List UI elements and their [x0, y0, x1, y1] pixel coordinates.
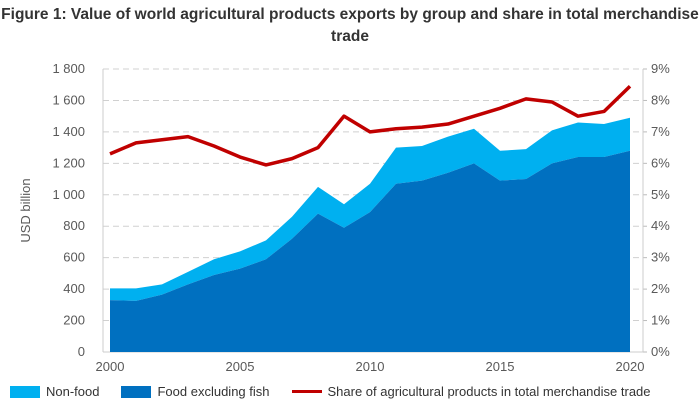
y-tick-label: 1 200: [52, 155, 85, 170]
y2-tick-label: 1%: [651, 313, 670, 328]
y-tick-label: 1 800: [52, 61, 85, 76]
y-tick-label: 1 600: [52, 92, 85, 107]
y2-tick-label: 6%: [651, 155, 670, 170]
legend-label: Share of agricultural products in total …: [327, 384, 651, 399]
legend-item-share: Share of agricultural products in total …: [291, 384, 651, 399]
y2-tick-label: 2%: [651, 281, 670, 296]
x-tick-label: 2010: [356, 359, 385, 374]
y2-tick-label: 3%: [651, 250, 670, 265]
legend-label: Food excluding fish: [157, 384, 270, 399]
y2-tick-label: 8%: [651, 92, 670, 107]
x-tick-label: 2020: [616, 359, 645, 374]
y2-tick-label: 4%: [651, 218, 670, 233]
x-tick-label: 2005: [226, 359, 255, 374]
chart: 0 0% 200 1% 400 2% 600 3% 800 4% 1 000 5% 1 200 6% 1 4…: [18, 61, 670, 374]
y-tick-label: 600: [63, 250, 85, 265]
legend-item-food: Food excluding fish: [121, 384, 270, 399]
y-axis-label: USD billion: [18, 178, 33, 242]
x-tick-label: 2015: [486, 359, 515, 374]
area-non-food: [110, 117, 630, 301]
legend-item-non-food: Non-food: [10, 384, 99, 399]
y-tick-label: 1 000: [52, 187, 85, 202]
y-tick-label: 400: [63, 281, 85, 296]
y-tick-label: 200: [63, 313, 85, 328]
y2-tick-label: 7%: [651, 124, 670, 139]
y-tick-label: 0: [78, 344, 85, 359]
y2-tick-label: 5%: [651, 187, 670, 202]
y-tick-label: 800: [63, 218, 85, 233]
y-tick-label: 1 400: [52, 124, 85, 139]
legend-label: Non-food: [46, 384, 100, 399]
y2-tick-label: 0%: [651, 344, 670, 359]
y2-tick-label: 9%: [651, 61, 670, 76]
x-tick-label: 2000: [96, 359, 125, 374]
line-share: [109, 85, 632, 167]
legend: Non-food Food excluding fish Share of ag…: [10, 384, 673, 399]
chart-title: Figure 1: Value of world agricultural pr…: [1, 6, 699, 45]
area-food-excluding-fish: [110, 150, 630, 352]
